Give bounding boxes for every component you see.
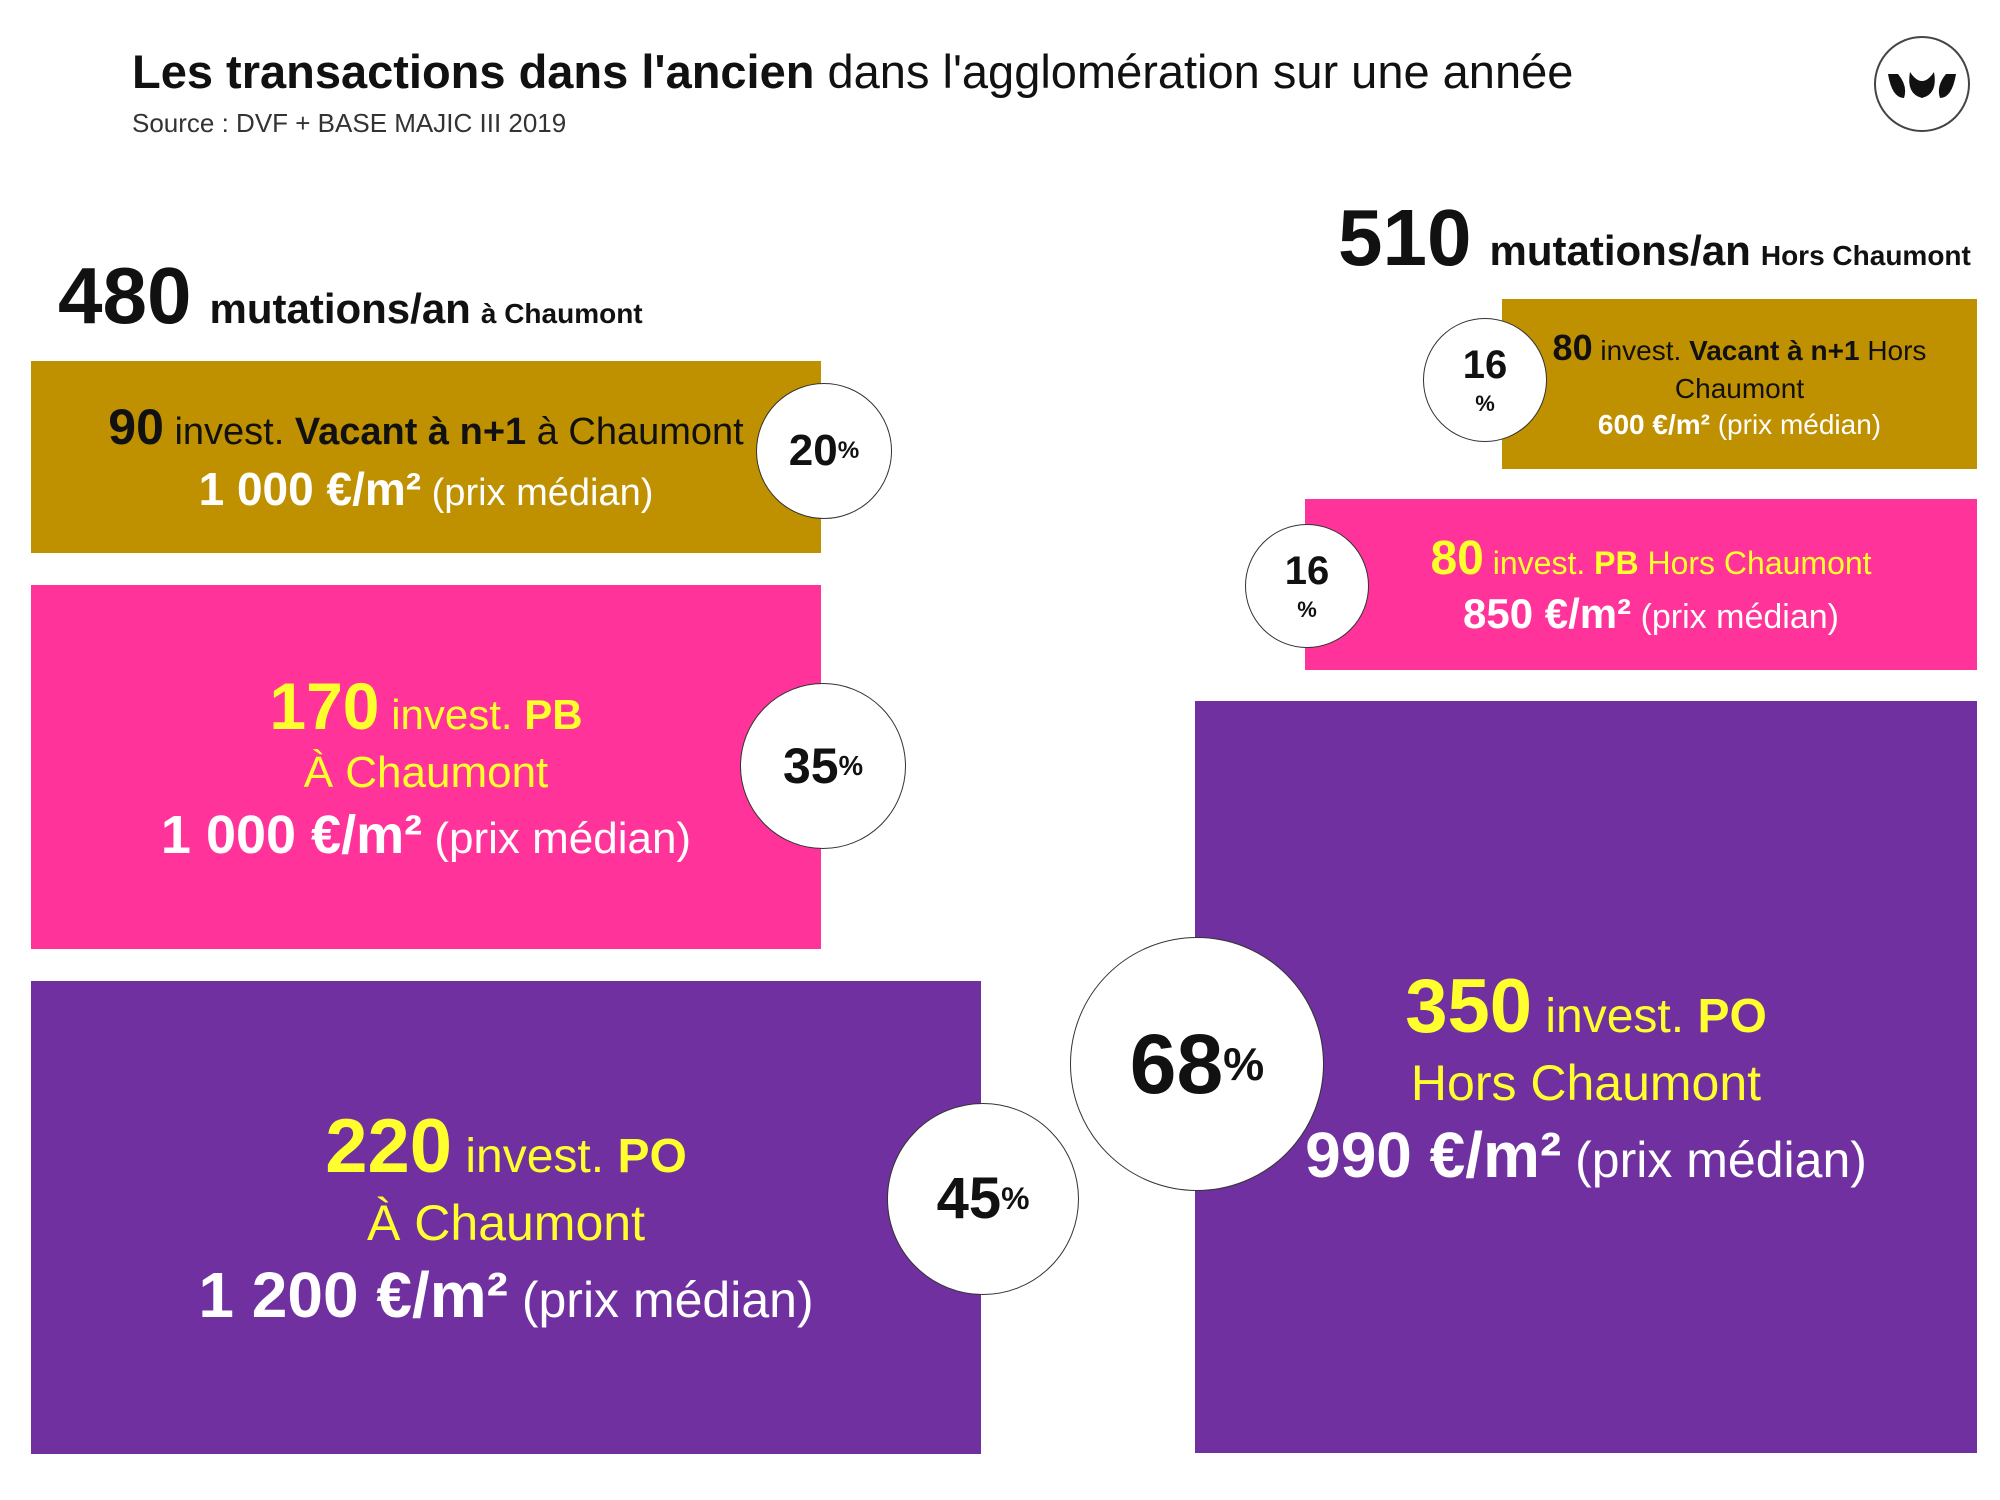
hors-vacant-place-a: Hors	[1867, 335, 1927, 366]
chaumont-unit: mutations/an	[209, 285, 471, 332]
chaumont-po-num: 220	[325, 1104, 453, 1189]
chaumont-vacant-num: 90	[108, 399, 164, 455]
hors-pb-line1: 80 invest. PB Hors Chaumont	[1410, 531, 1871, 586]
hors-po-num: 350	[1405, 963, 1533, 1049]
hors-po-place: Hors Chaumont	[1410, 1054, 1762, 1111]
chaumont-vacant-place: à Chaumont	[536, 411, 744, 453]
pct-sign: %	[1475, 391, 1495, 416]
pct-sign: %	[837, 436, 860, 464]
page-title: Les transactions dans l'ancien dans l'ag…	[132, 44, 1573, 99]
chaumont-vacant-box: 90 invest. Vacant à n+1 à Chaumont 1 000…	[31, 361, 821, 553]
chaumont-po-line1: 220 invest. PO	[325, 1103, 687, 1190]
chaumont-pb-place: À Chaumont	[303, 748, 549, 797]
chaumont-vacant-pct-value: 20	[788, 426, 838, 475]
hors-po-line3: 990 €/m² (prix médian)	[1305, 1118, 1867, 1192]
hors-vacant-price: 600 €/m²	[1597, 409, 1710, 440]
hors-pb-label: PB	[1594, 545, 1639, 581]
chaumont-pb-pct-value: 35	[782, 738, 839, 794]
chaumont-vacant-price-note: (prix médian)	[431, 472, 654, 514]
chaumont-po-box: 220 invest. PO À Chaumont 1 200 €/m² (pr…	[31, 981, 981, 1454]
hors-vacant-line3: 600 €/m² (prix médian)	[1598, 409, 1881, 441]
chaumont-po-price-note: (prix médian)	[521, 1272, 814, 1328]
hors-vacant-place-b: Chaumont	[1674, 373, 1805, 404]
chaumont-pb-pct: 35%	[740, 683, 906, 849]
hors-vacant-label: Vacant à n+1	[1689, 335, 1860, 366]
chaumont-vacant-invest: invest.	[174, 411, 285, 453]
hors-pb-line2: 850 €/m² (prix médian)	[1443, 590, 1839, 638]
chaumont-vacant-line1: 90 invest. Vacant à n+1 à Chaumont	[108, 398, 743, 456]
pct-sign: %	[838, 750, 864, 782]
chaumont-count: 480	[58, 251, 192, 340]
hors-vacant-pct: 16 %	[1423, 318, 1547, 442]
hors-count: 510	[1338, 193, 1472, 282]
chaumont-pb-line3: 1 000 €/m² (prix médian)	[161, 804, 691, 866]
chaumont-po-pct-value: 45	[936, 1166, 1002, 1231]
chaumont-po-line3: 1 200 €/m² (prix médian)	[198, 1258, 813, 1332]
chaumont-po-price: 1 200 €/m²	[198, 1259, 508, 1331]
pct-sign: %	[1001, 1180, 1030, 1217]
hors-vacant-box: 80 invest. Vacant à n+1 Hors Chaumont 60…	[1502, 299, 1977, 469]
hors-po-box: 350 invest. PO Hors Chaumont 990 €/m² (p…	[1195, 701, 1977, 1453]
chaumont-pb-num: 170	[269, 669, 380, 743]
leaf-trio-icon	[1888, 72, 1956, 98]
chaumont-pb-line1: 170 invest. PB	[269, 668, 582, 744]
chaumont-po-label: PO	[617, 1130, 687, 1183]
hors-po-price-note: (prix médian)	[1575, 1131, 1867, 1188]
hors-pb-num: 80	[1430, 532, 1484, 585]
hors-pb-pct-value: 16	[1284, 549, 1330, 593]
hors-pb-place: Hors Chaumont	[1647, 545, 1872, 581]
title-bold: Les transactions dans l'ancien	[132, 45, 815, 98]
chaumont-pb-price-note: (prix médian)	[434, 814, 692, 863]
hors-place: Hors Chaumont	[1760, 240, 1971, 271]
chaumont-vacant-line2: 1 000 €/m² (prix médian)	[199, 462, 654, 516]
pct-sign: %	[1223, 1037, 1265, 1090]
chaumont-pb-invest: invest.	[391, 691, 513, 738]
title-rest: dans l'agglomération sur une année	[827, 45, 1574, 98]
hors-po-price: 990 €/m²	[1305, 1118, 1562, 1191]
chaumont-po-pct: 45%	[887, 1103, 1079, 1295]
chaumont-vacant-pct: 20%	[756, 383, 892, 519]
chaumont-pb-box: 170 invest. PB À Chaumont 1 000 €/m² (pr…	[31, 585, 821, 949]
chaumont-pb-price: 1 000 €/m²	[160, 805, 423, 865]
hors-pb-price: 850 €/m²	[1463, 590, 1632, 637]
hors-po-line1: 350 invest. PO	[1405, 963, 1767, 1050]
hors-vacant-pct-value: 16	[1462, 343, 1508, 387]
hors-po-label: PO	[1697, 989, 1767, 1043]
hors-pb-price-note: (prix médian)	[1640, 598, 1839, 636]
hors-po-pct: 68%	[1070, 937, 1324, 1191]
chaumont-vacant-price: 1 000 €/m²	[198, 463, 422, 515]
chaumont-po-place: À Chaumont	[367, 1195, 645, 1251]
hors-vacant-line1: 80 invest. Vacant à n+1 Hors	[1553, 327, 1927, 369]
hors-unit: mutations/an	[1489, 227, 1751, 274]
hors-po-invest: invest.	[1545, 989, 1685, 1043]
hors-pb-pct: 16 %	[1245, 524, 1369, 648]
chaumont-po-invest: invest.	[465, 1130, 605, 1183]
hors-vacant-num: 80	[1552, 327, 1593, 368]
hors-headline: 510 mutations/an Hors Chaumont	[1338, 192, 1971, 284]
logo	[1874, 36, 1970, 132]
chaumont-pb-label: PB	[524, 691, 583, 738]
hors-po-pct-value: 68	[1129, 1017, 1224, 1111]
hors-pb-invest: invest.	[1492, 545, 1586, 581]
chaumont-place: à Chaumont	[480, 298, 643, 329]
source-note: Source : DVF + BASE MAJIC III 2019	[132, 108, 567, 138]
chaumont-vacant-label: Vacant à n+1	[294, 411, 527, 453]
hors-vacant-price-note: (prix médian)	[1717, 409, 1882, 440]
hors-pb-box: 80 invest. PB Hors Chaumont 850 €/m² (pr…	[1305, 499, 1977, 670]
hors-vacant-invest: invest.	[1600, 335, 1682, 366]
pct-sign: %	[1297, 597, 1317, 622]
chaumont-headline: 480 mutations/an à Chaumont	[58, 250, 643, 342]
